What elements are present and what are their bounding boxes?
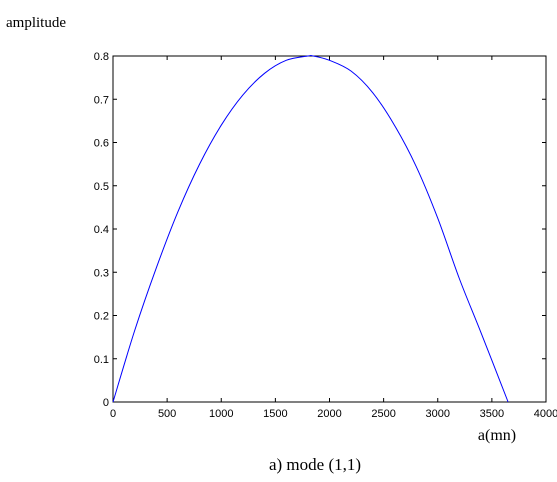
x-tick-label: 2000 (317, 408, 341, 420)
x-tick-label: 1500 (263, 408, 287, 420)
y-tick-label: 0.5 (94, 181, 109, 193)
x-tick-label: 3500 (480, 408, 504, 420)
x-tick-label: 3000 (426, 408, 450, 420)
y-tick-label: 0.8 (94, 51, 109, 63)
y-axis-label: amplitude (6, 15, 66, 31)
series-line (112, 54, 509, 403)
y-tick-label: 0.6 (94, 138, 109, 150)
x-tick-label: 1000 (209, 408, 233, 420)
x-tick-label: 500 (158, 408, 176, 420)
y-tick-label: 0.7 (94, 94, 109, 106)
x-axis-label: a(mn) (478, 427, 516, 444)
y-tick-label: 0.1 (94, 354, 109, 366)
x-ticks: 0 500 1000 1500 2000 2500 3000 3500 4000 (110, 56, 557, 420)
y-tick-label: 0 (103, 397, 109, 409)
y-tick-label: 0.4 (94, 224, 109, 236)
x-tick-label: 2500 (371, 408, 395, 420)
y-tick-label: 0.2 (94, 311, 109, 323)
x-tick-label: 4000 (534, 408, 557, 420)
y-ticks: 0 0.1 0.2 0.3 0.4 0.5 0.6 0.7 0.8 (94, 51, 546, 409)
y-tick-label: 0.3 (94, 267, 109, 279)
x-tick-label: 0 (110, 408, 116, 420)
chart-caption: a) mode (1,1) (269, 455, 361, 474)
plot-area (112, 55, 547, 403)
